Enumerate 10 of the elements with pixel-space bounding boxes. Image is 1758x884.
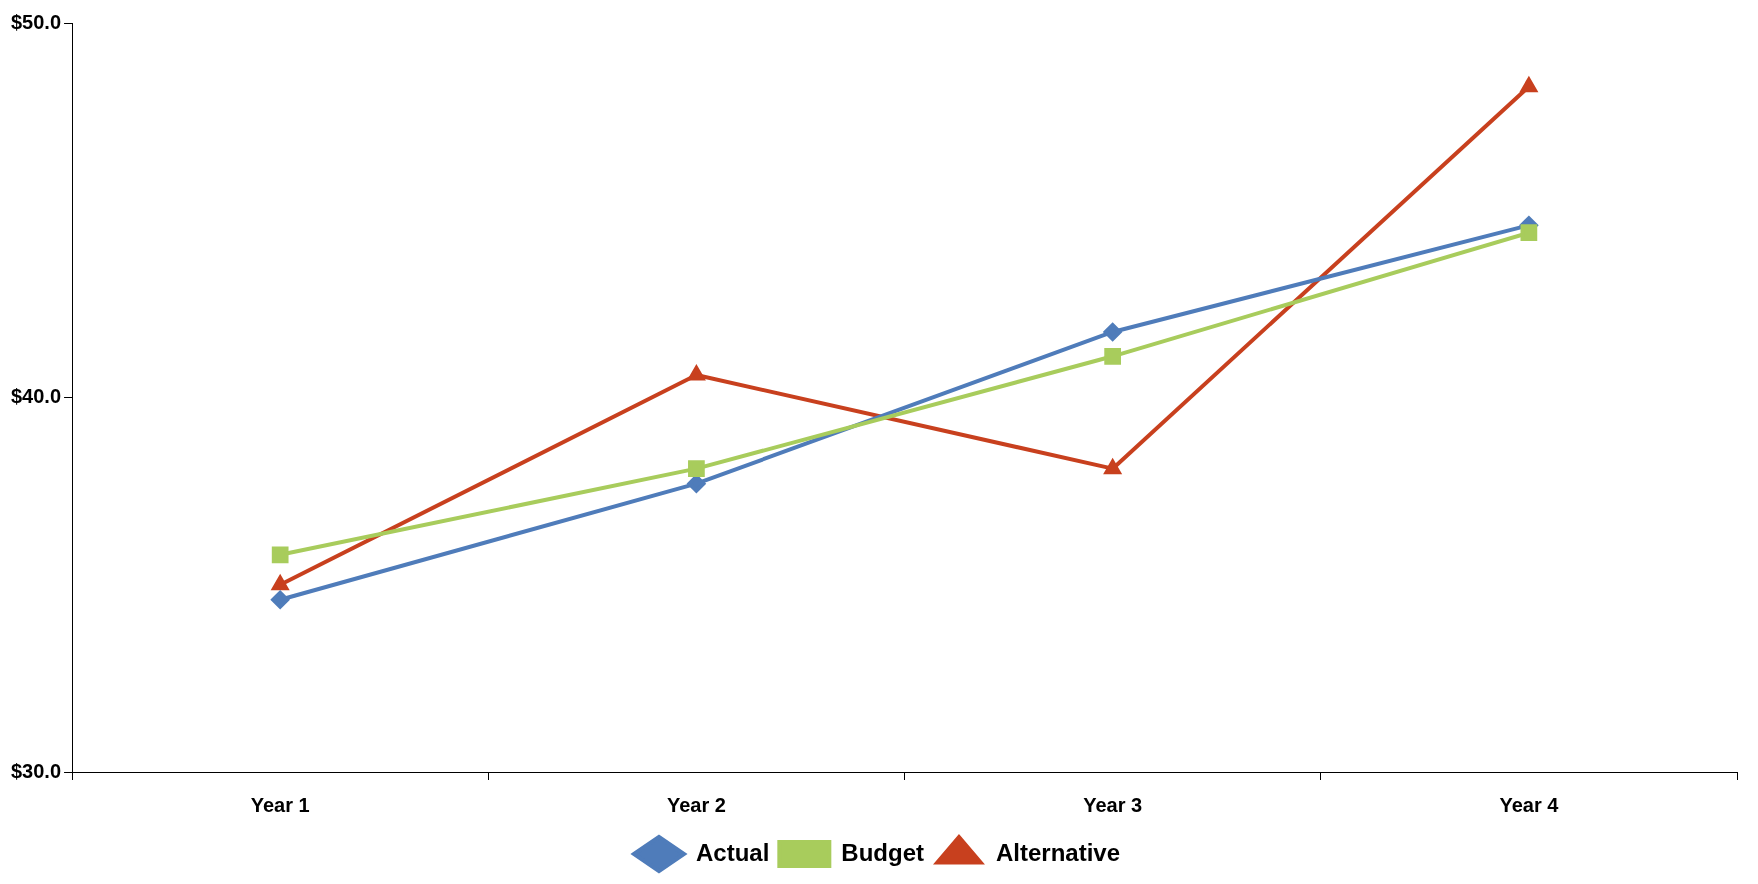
x-tick-label: Year 4 (1499, 793, 1560, 816)
y-tick-label: $40.0 (10, 385, 62, 408)
x-tick-label: Year 1 (250, 793, 310, 816)
legend-label: Actual (695, 838, 770, 866)
legend-label: Budget (841, 838, 924, 866)
x-tick-label: Year 2 (666, 793, 726, 816)
y-tick-label: $30.0 (10, 759, 62, 782)
y-tick-label: $50.0 (10, 10, 62, 33)
x-tick-label: Year 3 (1083, 793, 1143, 816)
legend-label: Alternative (995, 838, 1121, 866)
